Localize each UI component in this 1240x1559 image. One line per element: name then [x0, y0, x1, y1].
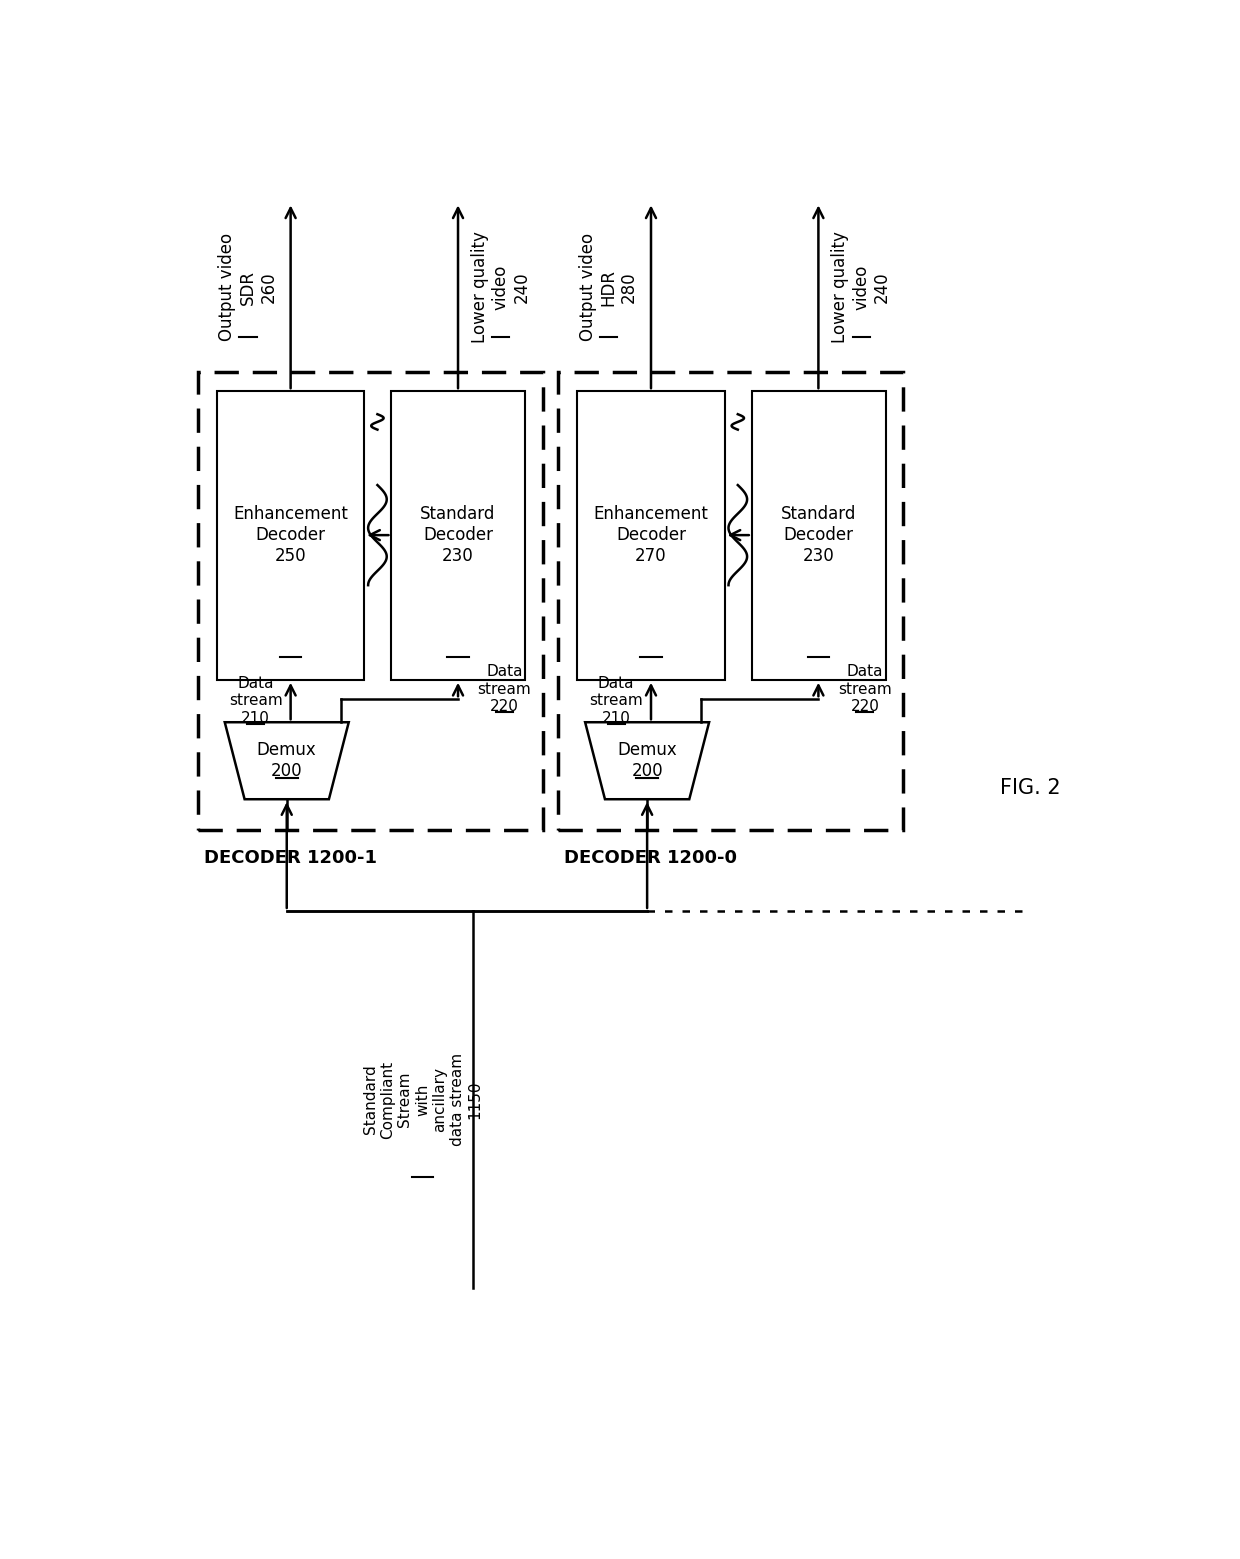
Text: Data
stream
220: Data stream 220	[838, 664, 892, 714]
Text: Standard
Compliant
Stream
with
ancillary
data stream
1150: Standard Compliant Stream with ancillary…	[362, 1052, 482, 1146]
Text: Output video
SDR
260: Output video SDR 260	[218, 234, 278, 341]
Text: Data
stream
210: Data stream 210	[589, 675, 644, 725]
Bar	[197, 373, 543, 829]
Polygon shape	[585, 722, 709, 800]
Text: Lower quality
video
240: Lower quality video 240	[831, 231, 890, 343]
Text: Output video
HDR
280: Output video HDR 280	[579, 234, 639, 341]
Text: Demux
200: Demux 200	[618, 742, 677, 780]
Polygon shape	[224, 722, 348, 800]
Bar	[392, 391, 526, 680]
Text: Data
stream
220: Data stream 220	[477, 664, 532, 714]
Text: Enhancement
Decoder
250: Enhancement Decoder 250	[233, 505, 348, 564]
Text: Standard
Decoder
230: Standard Decoder 230	[420, 505, 496, 564]
Text: Standard
Decoder
230: Standard Decoder 230	[781, 505, 856, 564]
Bar	[558, 373, 903, 829]
Text: DECODER 1200-1: DECODER 1200-1	[203, 850, 377, 867]
Text: Data
stream
210: Data stream 210	[229, 675, 283, 725]
Text: Demux
200: Demux 200	[257, 742, 316, 780]
Text: DECODER 1200-0: DECODER 1200-0	[564, 850, 738, 867]
Bar	[578, 391, 724, 680]
Text: FIG. 2: FIG. 2	[1001, 778, 1061, 798]
Bar	[217, 391, 365, 680]
Text: Lower quality
video
240: Lower quality video 240	[471, 231, 531, 343]
Text: Enhancement
Decoder
270: Enhancement Decoder 270	[594, 505, 708, 564]
Bar	[751, 391, 885, 680]
